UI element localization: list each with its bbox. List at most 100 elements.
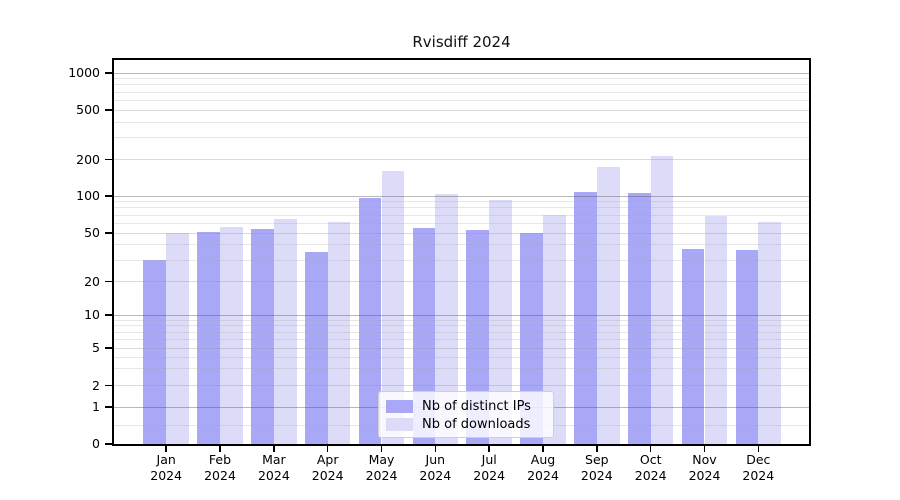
gridline-3 bbox=[114, 368, 809, 370]
x-tick-feb bbox=[219, 446, 221, 452]
legend-label-distinct-ips: Nb of distinct IPs bbox=[422, 398, 531, 414]
x-tick-nov bbox=[703, 446, 706, 452]
bar-distinct-ips-dec bbox=[735, 250, 759, 444]
gridline-60 bbox=[114, 222, 809, 224]
gridline-300 bbox=[114, 137, 809, 139]
gridline-8 bbox=[114, 325, 809, 327]
bar-distinct-ips-jan bbox=[143, 260, 167, 444]
x-tick-aug bbox=[542, 446, 544, 452]
y-tick-500 bbox=[105, 109, 112, 111]
y-tick-200 bbox=[105, 158, 112, 161]
gridline-6 bbox=[114, 338, 809, 340]
y-tick-label-0: 0 bbox=[92, 436, 100, 451]
bar-downloads-dec bbox=[758, 222, 782, 444]
x-tick-jun bbox=[434, 446, 437, 452]
gridline-20 bbox=[114, 281, 809, 282]
gridline-800 bbox=[114, 84, 809, 86]
gridline-80 bbox=[114, 207, 809, 209]
y-tick-label-1: 1 bbox=[92, 399, 100, 414]
gridline-30 bbox=[114, 259, 809, 261]
x-tick-label-feb: Feb 2024 bbox=[204, 452, 236, 483]
legend-row-downloads: Nb of downloads bbox=[386, 415, 546, 433]
bar-downloads-jan bbox=[166, 233, 189, 444]
bar-downloads-oct bbox=[650, 155, 674, 444]
bar-distinct-ips-apr bbox=[304, 251, 328, 444]
x-tick-label-aug: Aug 2024 bbox=[527, 452, 559, 483]
y-tick-1000 bbox=[105, 72, 112, 74]
y-tick-label-2: 2 bbox=[92, 377, 100, 393]
y-tick-label-20: 20 bbox=[84, 273, 100, 289]
x-tick-label-mar: Mar 2024 bbox=[257, 452, 290, 483]
x-tick-oct bbox=[649, 446, 652, 452]
x-tick-mar bbox=[273, 446, 275, 452]
gridline-7 bbox=[114, 331, 809, 333]
y-tick-5 bbox=[105, 347, 112, 349]
bar-downloads-jul bbox=[489, 199, 512, 444]
y-tick-1 bbox=[105, 406, 112, 408]
x-tick-label-jun: Jun 2024 bbox=[419, 452, 452, 483]
y-tick-label-200: 200 bbox=[76, 151, 100, 167]
gridline-700 bbox=[114, 91, 809, 93]
bar-downloads-mar bbox=[273, 219, 297, 444]
legend-row-distinct-ips: Nb of distinct IPs bbox=[386, 397, 546, 415]
bar-downloads-feb bbox=[220, 227, 243, 444]
y-tick-20 bbox=[105, 280, 112, 283]
y-tick-2 bbox=[105, 384, 112, 387]
y-tick-label-100: 100 bbox=[76, 188, 100, 203]
y-tick-label-500: 500 bbox=[76, 102, 100, 117]
bar-downloads-sep bbox=[596, 166, 620, 444]
bar-downloads-may bbox=[381, 171, 405, 444]
legend-label-downloads: Nb of downloads bbox=[422, 416, 531, 432]
bar-distinct-ips-may bbox=[358, 198, 382, 444]
y-tick-10 bbox=[105, 314, 112, 316]
x-tick-label-jan: Jan 2024 bbox=[150, 452, 183, 483]
x-tick-apr bbox=[326, 446, 329, 452]
x-tick-label-dec: Dec 2024 bbox=[742, 452, 775, 483]
gridline-40 bbox=[114, 244, 809, 246]
legend: Nb of distinct IPs Nb of downloads bbox=[378, 391, 554, 438]
gridline-600 bbox=[114, 99, 809, 101]
bar-distinct-ips-jul bbox=[466, 229, 490, 444]
y-tick-label-5: 5 bbox=[92, 340, 100, 355]
gridline-500 bbox=[114, 109, 809, 111]
gridline-9 bbox=[114, 319, 809, 321]
plot-inner bbox=[114, 60, 809, 444]
y-tick-100 bbox=[105, 195, 112, 197]
bar-distinct-ips-nov bbox=[681, 248, 705, 444]
y-tick-50 bbox=[105, 232, 112, 234]
chart-title: Rvisdiff 2024 bbox=[412, 33, 511, 51]
x-tick-dec bbox=[757, 446, 760, 452]
y-tick-label-10: 10 bbox=[84, 307, 100, 322]
x-tick-jul bbox=[488, 446, 490, 452]
bar-distinct-ips-feb bbox=[197, 231, 220, 444]
legend-swatch-downloads-icon bbox=[386, 417, 413, 431]
x-tick-jan bbox=[165, 446, 167, 452]
gridline-4 bbox=[114, 356, 809, 358]
bar-downloads-jun bbox=[435, 193, 459, 444]
legend-swatch-distinct-ips-icon bbox=[386, 399, 413, 413]
x-tick-label-jul: Jul 2024 bbox=[473, 452, 506, 483]
x-tick-label-sep: Sep 2024 bbox=[580, 452, 613, 483]
gridline-100 bbox=[114, 195, 809, 197]
plot-area bbox=[112, 58, 811, 446]
x-tick-label-apr: Apr 2024 bbox=[311, 452, 344, 483]
bar-distinct-ips-jun bbox=[412, 227, 436, 444]
gridline-5 bbox=[114, 347, 809, 349]
bar-distinct-ips-oct bbox=[627, 192, 651, 444]
x-tick-label-nov: Nov 2024 bbox=[688, 452, 721, 483]
y-tick-label-1000: 1000 bbox=[68, 65, 100, 80]
x-tick-may bbox=[380, 446, 383, 452]
gridline-900 bbox=[114, 78, 809, 80]
bar-distinct-ips-sep bbox=[574, 191, 597, 444]
x-tick-sep bbox=[596, 446, 598, 452]
gridline-70 bbox=[114, 214, 809, 216]
bar-downloads-nov bbox=[704, 215, 728, 444]
bar-distinct-ips-mar bbox=[251, 228, 274, 444]
x-tick-label-oct: Oct 2024 bbox=[634, 452, 667, 483]
bar-downloads-apr bbox=[327, 221, 351, 444]
gridline-1000 bbox=[114, 72, 809, 74]
x-tick-label-may: May 2024 bbox=[365, 452, 398, 483]
bar-downloads-aug bbox=[543, 215, 566, 444]
gridline-90 bbox=[114, 201, 809, 203]
